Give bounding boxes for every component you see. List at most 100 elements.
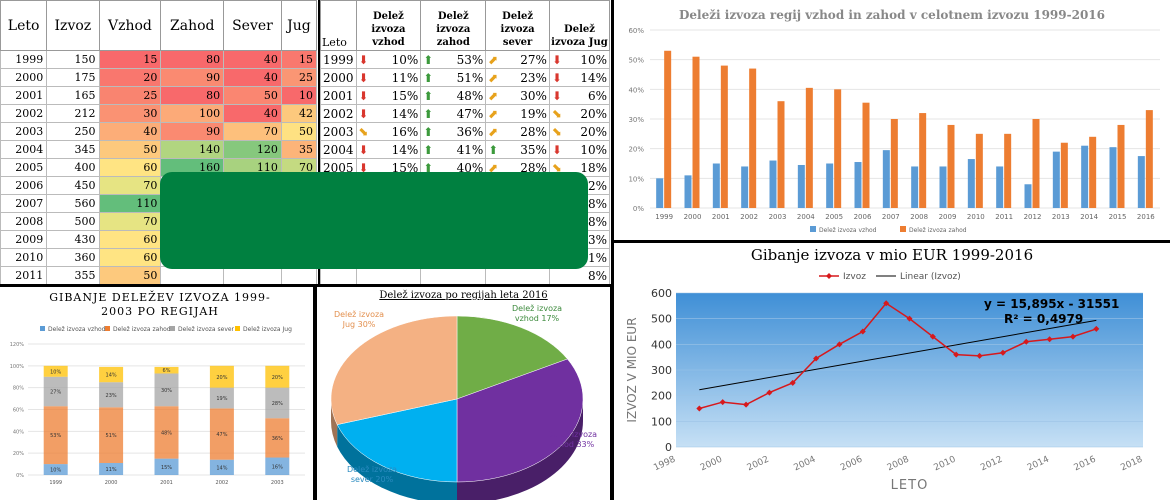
- trend-arrow-icon: ⬇: [358, 142, 369, 157]
- table-cell: 2000: [0, 68, 48, 87]
- table-cell: 2010: [0, 248, 48, 267]
- x-tick-label: 2000: [699, 455, 724, 474]
- export-line-chart: Gibanje izvoza v mio EUR 1999-2016 0 100 2…: [614, 243, 1170, 500]
- table-row: 8%: [320, 266, 611, 284]
- pie-slice: [456, 315, 568, 400]
- table-cell: ⬈ 19%: [485, 104, 550, 123]
- legend-swatch: [810, 226, 816, 232]
- bar-zahod: [1060, 142, 1068, 208]
- y-tick-label: 20%: [628, 146, 644, 154]
- x-tick-label: 2013: [1052, 213, 1070, 221]
- data-point: [743, 401, 750, 408]
- table-row: 2002 212 30 100 40 42: [0, 104, 318, 123]
- y-tick-label: 20%: [13, 451, 24, 457]
- x-tick-label: 2010: [932, 455, 957, 474]
- stacked-bar-segment: [265, 387, 290, 419]
- x-tick-label: 2016: [1137, 213, 1155, 221]
- table-cell: ⬆ 41%: [420, 140, 487, 159]
- stacked-bar-segment: [265, 418, 290, 458]
- x-tick-label: 2006: [854, 213, 872, 221]
- data-label: 28%: [272, 401, 283, 407]
- table-cell: 2001: [0, 86, 48, 105]
- legend-label: Delež izvoza vzhod: [48, 326, 106, 333]
- trend-arrow-icon: ⬈: [488, 52, 499, 67]
- bar-zahod: [834, 89, 842, 208]
- legend-swatch: [900, 226, 906, 232]
- table-cell: ⬇ 15%: [355, 86, 422, 105]
- table-row: 2011 355 50: [0, 266, 318, 284]
- data-point: [696, 405, 703, 412]
- table-cell: 80: [160, 86, 225, 105]
- table-cell: ⬇ 10%: [548, 140, 611, 159]
- east-west-share-chart: Deleži izvoza regij vzhod in zahod v cel…: [614, 0, 1170, 240]
- trend-arrow-icon: ⬈: [488, 106, 499, 121]
- table-cell: [320, 266, 357, 284]
- pie-slice: [456, 358, 584, 483]
- bar-zahod: [692, 56, 700, 209]
- data-point: [1069, 333, 1076, 340]
- table-cell: 25: [280, 68, 318, 87]
- data-label: 27%: [50, 389, 61, 395]
- stacked-bar-segment: [209, 459, 234, 475]
- data-label: 10%: [50, 468, 61, 474]
- y-tick-label: 80%: [13, 386, 24, 392]
- data-label: 16%: [272, 464, 283, 470]
- bar-vzhod: [1137, 156, 1145, 208]
- table-cell: 90: [160, 122, 225, 141]
- table-cell: 25: [98, 86, 162, 105]
- legend-label: Delež izvoza vzhod: [819, 227, 877, 234]
- x-tick-label: 2002: [216, 480, 229, 486]
- trend-arrow-icon: ⬆: [423, 88, 434, 103]
- trend-equation: y = 15,895x - 31551: [984, 297, 1119, 311]
- data-label: 47%: [216, 432, 227, 438]
- table-cell: ⬆ 48%: [420, 86, 487, 105]
- table-cell: 430: [46, 230, 100, 249]
- trend-arrow-icon: ⬇: [358, 106, 369, 121]
- x-tick-label: 2008: [886, 455, 911, 474]
- y-tick-label: 10%: [628, 175, 644, 183]
- x-tick-label: 2008: [910, 213, 928, 221]
- legend-label: Linear (Izvoz): [900, 272, 961, 282]
- x-tick-label: 1999: [655, 213, 673, 221]
- bar-vzhod: [656, 178, 664, 208]
- stacked-bar-segment: [209, 408, 234, 460]
- bar-zahod: [890, 119, 898, 208]
- stacked-bar-segment: [99, 462, 124, 475]
- table-cell: ⬈ 27%: [485, 50, 550, 69]
- table-cell: 120: [223, 140, 282, 159]
- table-cell: 355: [46, 266, 100, 284]
- table-cell: 70: [223, 122, 282, 141]
- trend-arrow-icon: ⬆: [423, 106, 434, 121]
- table-cell: ⬆ 47%: [420, 104, 487, 123]
- table-row: 2001 165 25 80 50 10: [0, 86, 318, 105]
- x-tick-label: 2003: [769, 213, 787, 221]
- bar-vzhod: [1081, 145, 1089, 208]
- data-point: [789, 379, 796, 386]
- table-cell: 450: [46, 176, 100, 195]
- stacked-bar-segment: [154, 458, 179, 475]
- stacked-bar-segment: [265, 457, 290, 475]
- bar-zahod: [749, 68, 757, 208]
- export-table: Leto Izvoz Vzhod Zahod Sever Jug 1999 150 15 80 4…: [0, 0, 318, 284]
- table-cell: 70: [98, 176, 162, 195]
- table-cell: [485, 266, 550, 284]
- table-cell: 2009: [0, 230, 48, 249]
- table-cell: ⬊ 20%: [548, 122, 611, 141]
- table-row: 2004 345 50 140 120 35: [0, 140, 318, 159]
- stacked-bar-segment: [209, 387, 234, 409]
- data-label: 11%: [106, 467, 117, 473]
- table-cell: 2008: [0, 212, 48, 231]
- bar-vzhod: [741, 166, 749, 208]
- legend-marker: [826, 273, 832, 279]
- bar-zahod: [777, 101, 785, 208]
- trend-arrow-icon: ⬇: [358, 70, 369, 85]
- col-header-sever: Sever: [223, 0, 282, 51]
- bar-zahod: [1145, 110, 1153, 208]
- bar-zahod: [1117, 124, 1125, 208]
- stacked-bar-segment: [43, 376, 68, 407]
- bar-vzhod: [684, 175, 692, 208]
- table-cell: 360: [46, 248, 100, 267]
- table-row: 1999 ⬇ 10% ⬆ 53% ⬈ 27% ⬇ 10%: [320, 50, 611, 69]
- trend-arrow-icon: ⬆: [488, 142, 499, 157]
- export-table-panel: Leto Izvoz Vzhod Zahod Sever Jug 1999 150 15 80 4…: [0, 0, 318, 284]
